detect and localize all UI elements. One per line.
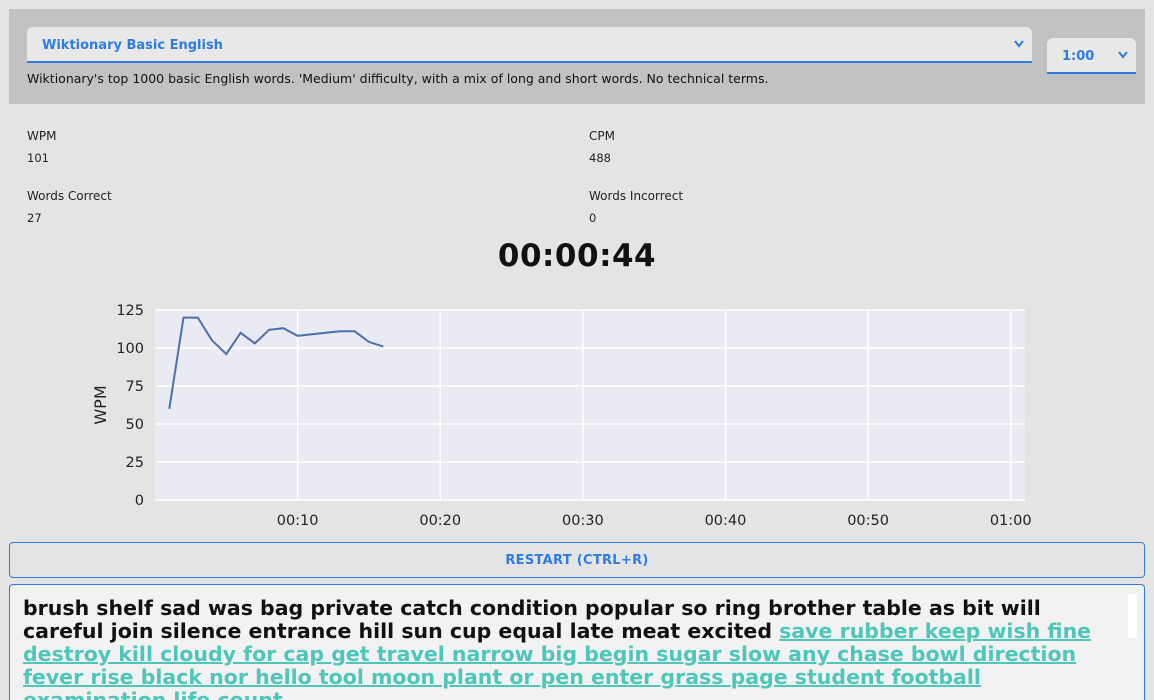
typing-text: brush shelf sad was bag private catch co… bbox=[23, 597, 1123, 700]
y-tick-label: 25 bbox=[126, 455, 144, 471]
text-caret bbox=[1128, 594, 1137, 638]
wpm-label: WPM bbox=[27, 129, 57, 143]
words-incorrect-value: 0 bbox=[589, 211, 597, 225]
y-axis-label: WPM bbox=[91, 385, 110, 424]
word-list-select-value: Wiktionary Basic English bbox=[42, 38, 223, 53]
x-tick-label: 01:00 bbox=[990, 513, 1032, 529]
elapsed-timer: 00:00:44 bbox=[497, 238, 657, 274]
words-correct-stat: Words Correct 27 bbox=[27, 189, 112, 225]
x-tick-label: 00:50 bbox=[847, 513, 889, 529]
chevron-down-icon bbox=[1118, 51, 1128, 59]
word-list-description: Wiktionary's top 1000 basic English word… bbox=[27, 71, 769, 86]
duration-select[interactable]: 1:00 bbox=[1047, 38, 1136, 74]
plot-area bbox=[155, 310, 1025, 500]
typing-area[interactable]: brush shelf sad was bag private catch co… bbox=[9, 584, 1145, 700]
settings-panel: Wiktionary Basic English 1:00 Wiktionary… bbox=[9, 9, 1145, 104]
x-tick-label: 00:20 bbox=[419, 513, 461, 529]
x-tick-label: 00:30 bbox=[562, 513, 604, 529]
duration-select-value: 1:00 bbox=[1062, 49, 1095, 64]
cpm-stat: CPM 488 bbox=[589, 129, 615, 165]
x-tick-label: 00:40 bbox=[705, 513, 747, 529]
x-tick-label: 00:10 bbox=[277, 513, 319, 529]
y-tick-label: 0 bbox=[135, 493, 144, 509]
y-tick-label: 125 bbox=[116, 303, 144, 319]
wpm-series-line bbox=[168, 316, 384, 409]
typed-words: brush shelf sad was bag private catch co… bbox=[23, 596, 1041, 643]
words-incorrect-label: Words Incorrect bbox=[589, 189, 684, 203]
chevron-down-icon bbox=[1014, 40, 1024, 48]
wpm-chart: 0 25 50 75 100 125 00:10 00:20 00:30 00:40 00:50 01… bbox=[91, 303, 1032, 529]
cpm-value: 488 bbox=[589, 151, 611, 165]
y-tick-label: 75 bbox=[126, 379, 144, 395]
wpm-stat: WPM 101 bbox=[27, 129, 56, 165]
y-tick-label: 50 bbox=[126, 417, 144, 433]
word-list-select[interactable]: Wiktionary Basic English bbox=[27, 27, 1032, 63]
cpm-label: CPM bbox=[589, 129, 615, 143]
restart-button[interactable]: RESTART (CTRL+R) bbox=[9, 542, 1145, 578]
words-correct-value: 27 bbox=[27, 211, 42, 225]
pending-words: save rubber keep wish fine destroy kill … bbox=[23, 619, 1092, 700]
words-correct-label: Words Correct bbox=[27, 189, 112, 203]
wpm-value: 101 bbox=[27, 151, 49, 165]
y-tick-label: 100 bbox=[116, 341, 144, 357]
words-incorrect-stat: Words Incorrect 0 bbox=[589, 189, 683, 225]
